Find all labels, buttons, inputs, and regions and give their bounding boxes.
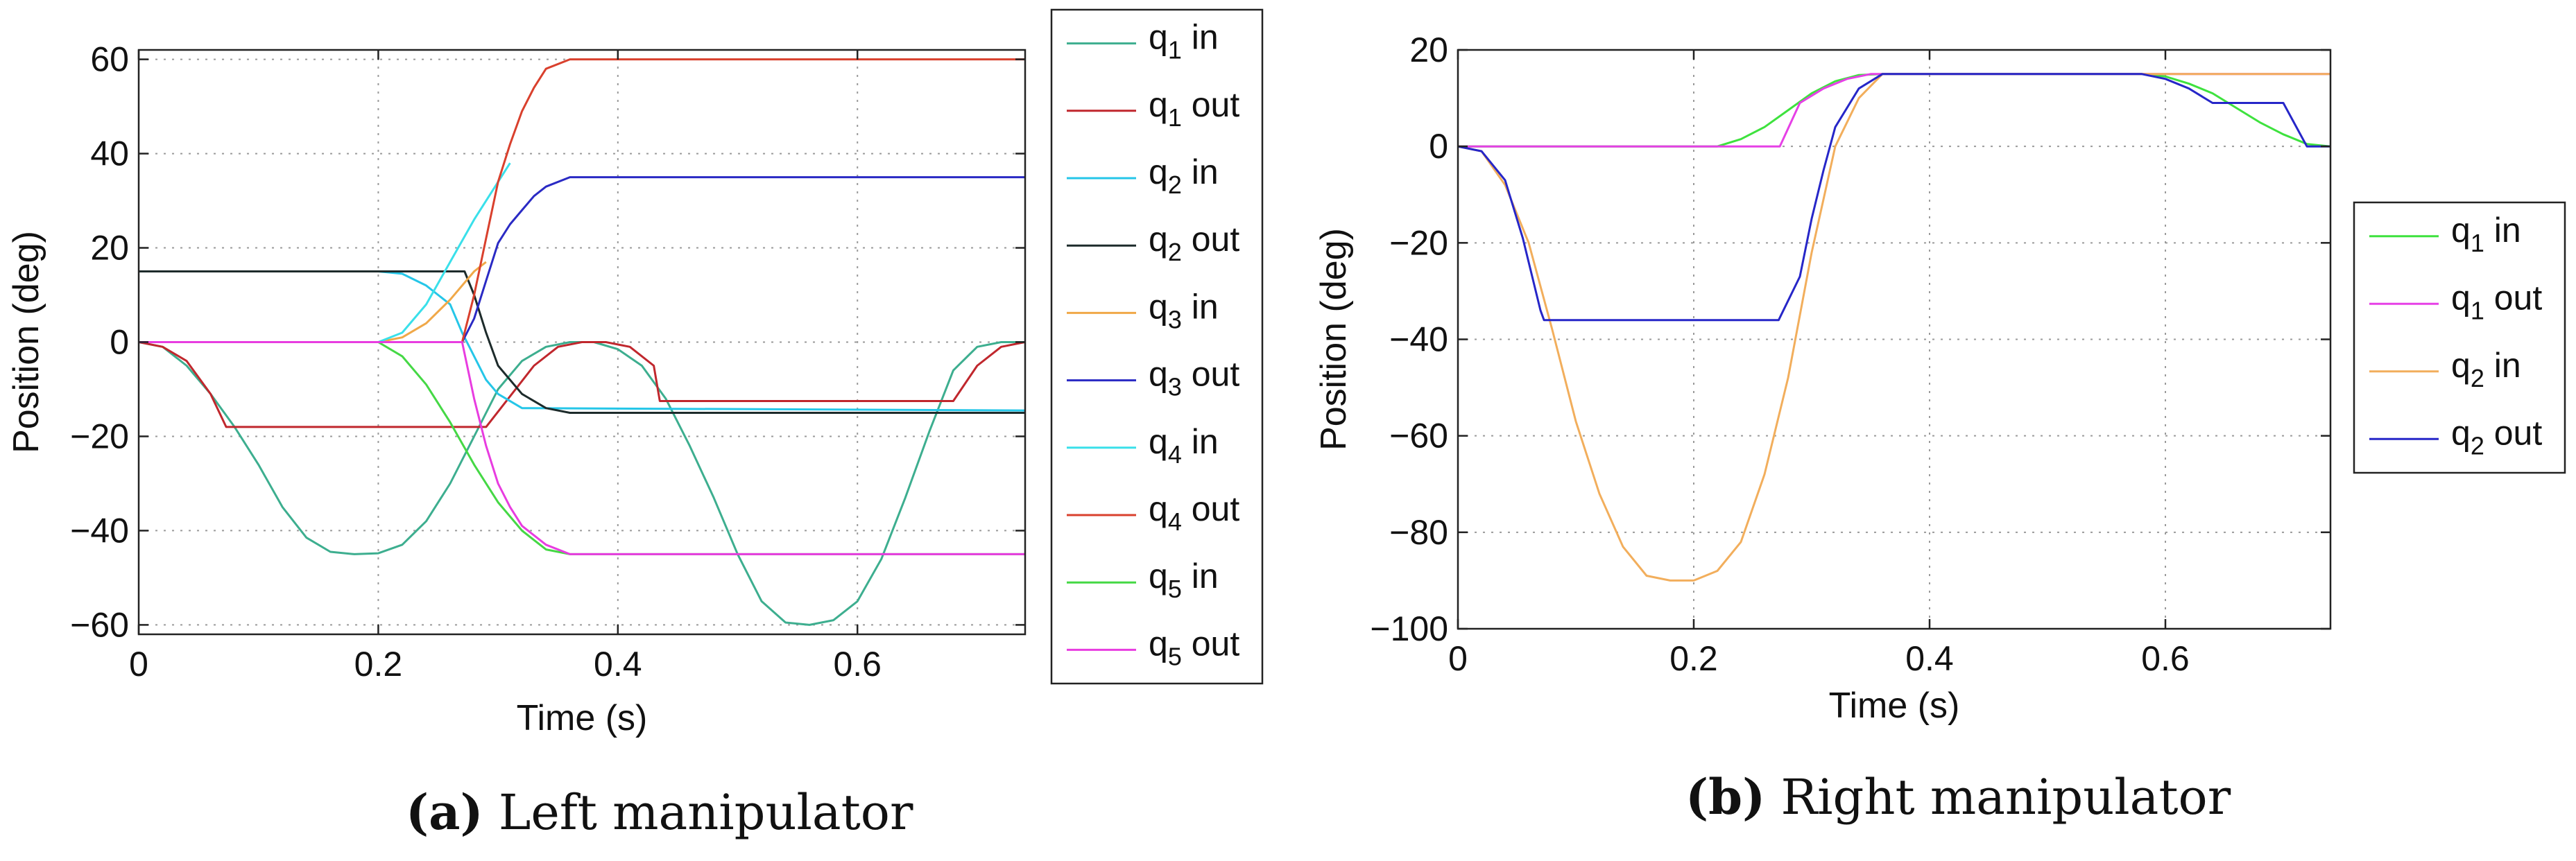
legend-entry: q3 out bbox=[1067, 355, 1239, 401]
legend-entry: q2 in bbox=[2369, 346, 2521, 392]
y-tick-label: −80 bbox=[1389, 513, 1448, 552]
legend-label: q2 out bbox=[2451, 413, 2542, 460]
legend-label: q2 in bbox=[1149, 153, 1219, 199]
x-tick-label: 0.4 bbox=[1905, 639, 1954, 678]
y-tick-label: 20 bbox=[90, 229, 129, 268]
legend-entry: q1 out bbox=[1067, 85, 1239, 132]
legend-entry: q1 in bbox=[2369, 211, 2521, 257]
x-tick-label: 0.6 bbox=[833, 645, 882, 684]
legend-label: q3 in bbox=[1149, 287, 1219, 333]
series-line-q5-out bbox=[139, 341, 1025, 555]
y-tick-label: −20 bbox=[1389, 223, 1448, 262]
series-line-q4-in bbox=[139, 162, 511, 343]
legend-label: q5 in bbox=[1149, 557, 1219, 603]
legend-box bbox=[2353, 201, 2566, 474]
caption-left-manipulator: (a) Left manipulator bbox=[406, 783, 913, 841]
x-tick-label: 0.6 bbox=[2141, 639, 2190, 678]
legend-label: q4 in bbox=[1149, 422, 1219, 469]
series-line-q4-out bbox=[139, 58, 1025, 343]
legend-entry: q4 out bbox=[1067, 489, 1239, 536]
y-tick-label: −100 bbox=[1370, 609, 1448, 648]
legend-entry: q2 out bbox=[1067, 220, 1239, 266]
series-line-q2-in bbox=[139, 270, 1025, 412]
legend-label: q1 in bbox=[1149, 18, 1219, 64]
chart-left: 0 0.2 0.4 0.6 −60 −40 −20 0 20 40 60 Time (s) Positi… bbox=[6, 8, 1264, 738]
y-axis-label: Position (deg) bbox=[1314, 228, 1354, 451]
legend-label: q1 out bbox=[2451, 278, 2542, 324]
legend-entry: q4 in bbox=[1067, 422, 1219, 469]
legend-box bbox=[1050, 8, 1264, 685]
series-line-q1-out bbox=[139, 341, 1025, 428]
caption-text: Left manipulator bbox=[498, 784, 913, 841]
x-axis-label: Time (s) bbox=[1829, 686, 1960, 726]
x-tick-label: 0 bbox=[129, 645, 148, 684]
legend-entry: q2 out bbox=[2369, 413, 2542, 460]
y-tick-label: 0 bbox=[110, 323, 129, 362]
legend-entry: q5 in bbox=[1067, 557, 1219, 603]
y-axis-label: Position (deg) bbox=[6, 231, 46, 453]
legend-label: q2 in bbox=[2451, 346, 2521, 392]
series-group bbox=[1458, 73, 2330, 582]
x-axis-label: Time (s) bbox=[517, 698, 648, 738]
chart-right: 0 0.2 0.4 0.6 −100 −80 −60 −40 −20 0 20 Time (s) Pos… bbox=[1314, 31, 2566, 726]
legend-label: q1 in bbox=[2451, 211, 2521, 257]
y-tick-label: 60 bbox=[90, 40, 129, 79]
caption-label: (a) bbox=[406, 783, 483, 841]
y-tick-label: 0 bbox=[1429, 127, 1448, 166]
y-tick-label: −60 bbox=[1389, 417, 1448, 455]
x-tick-label: 0.2 bbox=[1669, 639, 1718, 678]
y-tick-label: −60 bbox=[70, 605, 129, 644]
legend-label: q4 out bbox=[1149, 489, 1239, 536]
series-group bbox=[139, 58, 1025, 626]
caption-text: Right manipulator bbox=[1780, 769, 2231, 826]
y-tick-label: −40 bbox=[1389, 320, 1448, 359]
legend-entry: q1 out bbox=[2369, 278, 2542, 324]
y-tick-label: −40 bbox=[70, 511, 129, 550]
legend-entry: q3 in bbox=[1067, 287, 1219, 333]
legend-label: q3 out bbox=[1149, 355, 1239, 401]
series-line-q2-in bbox=[1458, 73, 2330, 582]
legend-label: q1 out bbox=[1149, 85, 1239, 132]
legend-label: q2 out bbox=[1149, 220, 1239, 266]
y-tick-label: 20 bbox=[1409, 31, 1448, 69]
legend-label: q5 out bbox=[1149, 624, 1239, 670]
series-line-q5-in bbox=[139, 341, 1025, 555]
caption-right-manipulator: (b) Right manipulator bbox=[1685, 768, 2231, 826]
series-line-q2-out bbox=[1458, 73, 2330, 322]
x-tick-label: 0.2 bbox=[354, 645, 403, 684]
caption-label: (b) bbox=[1685, 768, 1766, 826]
x-tick-label: 0 bbox=[1448, 639, 1468, 678]
legend: q1 in q1 out q2 in q2 out bbox=[2353, 201, 2566, 474]
y-tick-label: −20 bbox=[70, 417, 129, 455]
series-line-q3-out bbox=[139, 176, 1025, 343]
legend-entry: q2 in bbox=[1067, 153, 1219, 199]
legend: q1 in q1 out q2 in q2 out q3 in q3 out q4 in q4… bbox=[1050, 8, 1264, 685]
series-line-q1-out bbox=[1458, 73, 2330, 148]
legend-entry: q1 in bbox=[1067, 18, 1219, 64]
y-tick-label: 40 bbox=[90, 134, 129, 173]
x-tick-label: 0.4 bbox=[594, 645, 642, 684]
legend-entry: q5 out bbox=[1067, 624, 1239, 670]
